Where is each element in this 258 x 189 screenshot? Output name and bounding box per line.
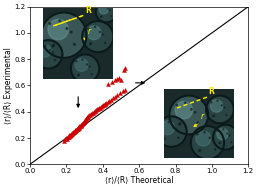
Point (86, 115, 90, 118)
Point (80, 123, 84, 126)
Point (66, 136, 70, 139)
Point (71, 132, 75, 135)
Point (78, 124, 83, 127)
Point (98, 106, 102, 109)
Point (110, 81, 114, 84)
Point (79, 123, 84, 126)
Point (76, 126, 80, 129)
Point (68, 133, 72, 136)
Point (93, 109, 98, 112)
Point (75, 127, 79, 130)
Point (123, 67, 127, 70)
Point (106, 100, 110, 103)
Point (102, 103, 106, 106)
Point (106, 83, 110, 86)
Point (84, 118, 88, 121)
Point (71, 131, 76, 134)
Point (99, 105, 103, 108)
Point (90, 112, 94, 115)
Point (94, 109, 99, 112)
Point (78, 125, 82, 128)
Point (92, 111, 96, 114)
Point (80, 122, 84, 125)
Point (74, 129, 78, 132)
Point (72, 130, 76, 133)
Point (122, 69, 126, 72)
Point (77, 126, 81, 129)
Point (85, 116, 89, 119)
Point (115, 78, 119, 81)
Point (89, 113, 93, 116)
Point (111, 97, 115, 100)
Point (87, 114, 91, 117)
Point (104, 101, 108, 104)
Point (112, 79, 117, 82)
Point (69, 134, 73, 137)
Point (83, 119, 87, 122)
Point (117, 76, 121, 79)
Point (74, 128, 78, 131)
X-axis label: ⟨r⟩/⟨R⟩ Theoretical: ⟨r⟩/⟨R⟩ Theoretical (105, 176, 173, 185)
Point (96, 107, 100, 110)
Point (67, 134, 71, 137)
Point (123, 88, 127, 91)
Point (115, 93, 119, 96)
Point (95, 108, 99, 111)
Point (77, 126, 81, 129)
Point (112, 95, 117, 98)
Point (67, 135, 71, 138)
Point (81, 121, 85, 124)
Point (82, 121, 86, 124)
Point (102, 103, 107, 106)
Point (68, 135, 72, 138)
Point (65, 137, 69, 140)
Point (103, 102, 108, 105)
Point (97, 107, 101, 110)
Point (62, 140, 66, 143)
Point (85, 117, 89, 120)
Point (81, 122, 85, 125)
Point (100, 105, 104, 108)
Point (88, 113, 92, 116)
Point (109, 98, 113, 101)
Point (76, 127, 80, 130)
Point (118, 92, 122, 95)
Point (63, 138, 68, 141)
Point (83, 118, 87, 121)
Point (101, 104, 105, 107)
Point (92, 110, 96, 113)
Point (84, 117, 88, 120)
Point (71, 131, 75, 134)
Y-axis label: ⟨r⟩/⟨R⟩ Experimental: ⟨r⟩/⟨R⟩ Experimental (4, 47, 13, 124)
Point (79, 124, 83, 127)
Point (107, 99, 111, 102)
Point (77, 125, 82, 128)
Point (70, 132, 74, 136)
Point (82, 120, 86, 123)
Point (91, 111, 95, 114)
Point (73, 129, 77, 132)
Point (86, 114, 90, 117)
Point (119, 79, 123, 82)
Point (121, 90, 125, 93)
Point (69, 133, 74, 136)
Point (72, 130, 77, 133)
Point (83, 119, 87, 122)
Point (70, 132, 74, 135)
Point (64, 136, 68, 139)
Point (73, 129, 77, 132)
Point (75, 128, 79, 131)
